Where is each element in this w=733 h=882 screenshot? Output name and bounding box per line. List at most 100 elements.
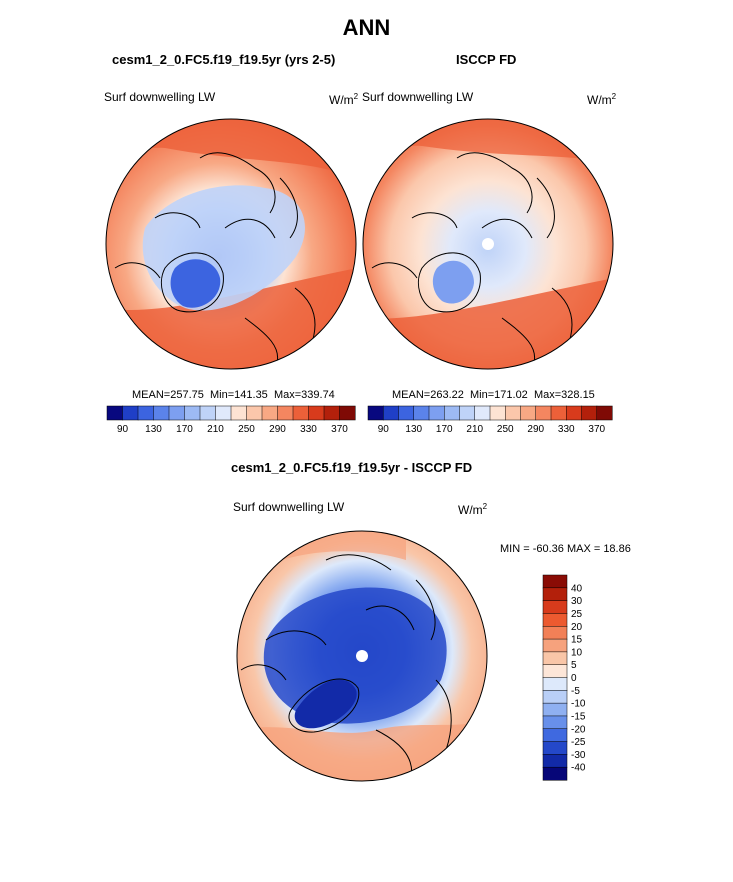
diff-colorbar-tick-3: 20	[571, 622, 583, 633]
left-map-greenland-cool	[170, 259, 221, 308]
diff-colorbar-tick-13: -30	[571, 750, 586, 761]
left-map-coastline-landmass	[114, 152, 298, 279]
right-map-greenland-cool	[432, 260, 474, 304]
diff-colorbar-tick-2: 25	[571, 609, 583, 620]
left-colorbar-swatch-3	[153, 405, 170, 421]
diff-colorbar-swatch-15	[542, 766, 568, 781]
diff-map-greenland-deficit	[294, 679, 357, 729]
diff-colorbar-swatch-2	[542, 600, 568, 614]
diff-map	[236, 530, 488, 782]
diff-colorbar-swatch-5	[542, 638, 568, 653]
right-colorbar-tick-90: 90	[378, 424, 390, 435]
left-min-value: 141.35	[234, 389, 268, 401]
left-colorbar-tick-290: 290	[269, 424, 286, 435]
diff-colorbar-swatch-8	[542, 677, 568, 691]
right-colorbar-swatch-10	[520, 405, 537, 421]
diff-colorbar-swatch-12	[542, 728, 568, 743]
right-max-label: Max=	[533, 389, 562, 401]
diff-colorbar-tick-6: 5	[571, 660, 577, 671]
right-colorbar-tick-330: 330	[558, 424, 575, 435]
right-stats: MEAN=263.22 Min=171.02 Max=328.15	[392, 389, 595, 401]
right-mean-value: 263.22	[430, 389, 464, 401]
diff-colorbar-tick-8: -5	[571, 686, 580, 697]
right-map-coastline-greenland	[411, 212, 573, 369]
diff-colorbar-swatch-4	[542, 626, 568, 640]
right-colorbar-swatch-1	[383, 405, 400, 421]
right-map-pole-mask	[482, 238, 494, 250]
left-variable-label: Surf downwelling LW	[104, 90, 216, 104]
diff-colorbar-tick-14: -40	[571, 763, 586, 774]
left-max-label: Max=	[273, 389, 302, 401]
right-colorbar-swatch-14	[581, 405, 598, 421]
left-mean-label: MEAN=	[132, 389, 171, 401]
right-min-value: 171.02	[494, 389, 528, 401]
left-colorbar-swatch-9	[246, 405, 263, 421]
left-colorbar-tick-130: 130	[145, 424, 162, 435]
right-units-label: W/m2	[587, 92, 616, 107]
left-max-value: 339.74	[301, 389, 335, 401]
diff-units-text: W/m	[458, 503, 483, 517]
diff-colorbar-tick-5: 10	[571, 647, 583, 658]
left-colorbar-swatch-7	[215, 405, 232, 421]
diff-colorbar-tick-4: 15	[571, 635, 583, 646]
right-min-label: Min=	[470, 389, 495, 401]
right-map-coastline-landmass	[371, 152, 555, 279]
diff-variable-label: Surf downwelling LW	[233, 500, 345, 514]
diff-colorbar-swatch-9	[542, 690, 568, 704]
diff-colorbar-tick-12: -25	[571, 737, 586, 748]
left-units-text: W/m	[329, 93, 354, 107]
right-colorbar-tick-210: 210	[466, 424, 483, 435]
right-colorbar-swatch-6	[459, 405, 476, 421]
left-colorbar-swatch-13	[308, 405, 325, 421]
left-colorbar-swatch-12	[292, 405, 310, 421]
diff-map-pole-mask	[356, 650, 368, 662]
left-colorbar-swatch-1	[122, 405, 139, 421]
right-colorbar-tick-370: 370	[588, 424, 605, 435]
left-colorbar-tick-210: 210	[207, 424, 224, 435]
right-max-value: 328.15	[561, 389, 595, 401]
left-colorbar-swatch-6	[199, 405, 217, 421]
left-colorbar-tick-330: 330	[300, 424, 317, 435]
diff-colorbar-swatch-13	[542, 741, 568, 755]
left-colorbar-swatch-5	[184, 405, 201, 421]
left-colorbar-swatch-15	[339, 405, 356, 421]
right-panel-title: ISCCP FD	[456, 52, 517, 67]
page-title: ANN	[342, 15, 391, 40]
right-units-text: W/m	[587, 93, 612, 107]
right-colorbar-swatch-2	[398, 405, 415, 421]
right-variable-label: Surf downwelling LW	[362, 90, 474, 104]
left-min-label: Min=	[210, 389, 235, 401]
right-colorbar-swatch-3	[413, 405, 430, 421]
right-colorbar-tick-170: 170	[436, 424, 453, 435]
left-units-exponent: 2	[353, 92, 359, 101]
left-colorbar-swatch-4	[168, 405, 186, 421]
left-colorbar-swatch-8	[230, 405, 248, 421]
diff-minmax-label: MIN = -60.36 MAX = 18.86	[500, 543, 631, 555]
left-colorbar-tick-370: 370	[331, 424, 348, 435]
diff-colorbar-swatch-0	[542, 574, 568, 589]
diff-colorbar-tick-11: -20	[571, 724, 586, 735]
left-colorbar-tick-90: 90	[117, 424, 129, 435]
right-map	[362, 118, 614, 370]
right-colorbar-swatch-4	[428, 405, 445, 421]
diff-colorbar-tick-0: 40	[571, 583, 583, 594]
diff-colorbar-tick-9: -10	[571, 699, 586, 710]
right-mean-label: MEAN=	[392, 389, 431, 401]
right-colorbar: 90 130 170 210 250 290 330 370	[367, 405, 613, 435]
right-colorbar-swatch-8	[489, 405, 506, 421]
right-colorbar-swatch-7	[474, 405, 491, 421]
diff-colorbar-swatch-3	[542, 613, 568, 627]
left-map-lower-warm-band	[106, 268, 356, 369]
left-colorbar: 90 130 170 210 250 290 330 370	[106, 405, 356, 435]
right-colorbar-tick-290: 290	[527, 424, 544, 435]
left-colorbar-swatch-2	[137, 405, 155, 421]
diff-map-coastline-landmass	[240, 554, 436, 681]
left-mean-value: 257.75	[170, 389, 204, 401]
left-colorbar-swatch-10	[261, 405, 279, 421]
diff-colorbar-tick-10: -15	[571, 711, 586, 722]
diff-colorbar-tick-7: 0	[571, 673, 577, 684]
diff-colorbar-swatch-14	[542, 754, 568, 768]
right-colorbar-swatch-5	[444, 405, 461, 421]
right-colorbar-swatch-13	[566, 405, 583, 421]
diff-colorbar-swatch-1	[542, 587, 568, 602]
